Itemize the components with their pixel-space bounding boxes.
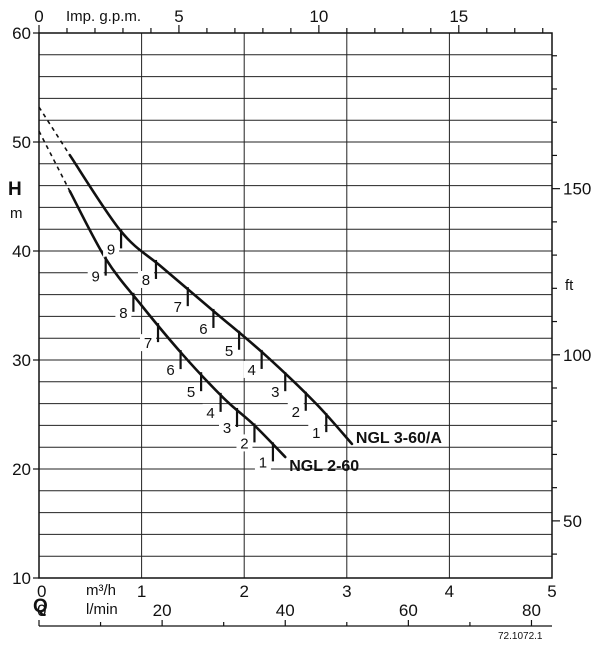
series-name-label: NGL 2-60 [289,458,359,475]
y-tick-label-m: 50 [12,133,31,152]
curve-line [68,189,287,459]
x-tick-label-m3h: 4 [445,582,454,601]
x-axis-unit-top: Imp. g.p.m. [66,8,141,25]
stage-label-backing [137,270,154,288]
stage-label-backing [308,424,325,442]
stage-label-backing [162,361,179,379]
stage-number-label: 4 [247,362,255,379]
y-axis-unit-left: m [10,205,23,222]
x-tick-label-impgpm: 15 [449,7,468,26]
x-axis-unit-bottom: l/min [86,601,118,618]
x-tick-label-impgpm: 5 [174,7,183,26]
stage-label-backing [202,403,219,421]
x-tick-label-lmin: 20 [153,601,172,620]
stage-number-label: 1 [312,425,320,442]
curve-dashed-extension [38,106,71,156]
stage-number-label: 9 [107,241,115,258]
x-tick-label-m3h: 5 [547,582,556,601]
axis-labels: H m ft Imp. g.p.m. Q m³/h l/min 72.1072.… [8,8,574,642]
x-tick-label-m3h: 2 [239,582,248,601]
stage-label-backing [287,402,304,420]
stage-number-label: 7 [144,335,152,352]
x-tick-label-impgpm: 10 [309,7,328,26]
stage-number-label: 8 [142,272,150,289]
stage-label-backing [169,298,186,316]
curve-dashed-extension [38,130,71,192]
x-tick-label-lmin: 60 [399,601,418,620]
plot-grid [38,32,553,579]
stage-number-label: 3 [223,420,231,437]
y-tick-label-m: 40 [12,242,31,261]
stage-number-label: 6 [199,321,207,338]
reference-code: 72.1072.1 [498,631,543,642]
y-tick-label-ft: 50 [563,512,582,531]
stage-label-backing [236,434,253,452]
stage-label-backing [219,418,236,436]
stage-number-label: 3 [271,384,279,401]
stage-label-backing [243,360,260,378]
pump-curves: NGL 3-60/A NGL 2-60 [38,106,442,475]
stage-label-backing [140,334,157,352]
x-axis-letter: Q [33,596,48,617]
y-tick-label-ft: 100 [563,346,591,365]
stage-number-label: 4 [206,405,214,422]
y-axis-letter: H [8,179,22,200]
stage-number-label: 5 [187,384,195,401]
curve-line [68,153,354,446]
y-axis-unit-right: ft [565,277,574,294]
stage-label-backing [103,240,120,258]
x-tick-label-m3h: 0 [37,582,46,601]
y-tick-label-ft: 150 [563,180,591,199]
stage-label-backing [267,383,284,401]
stage-label-backing [254,453,271,471]
stage-label-backing [195,319,212,337]
stage-number-label: 1 [259,454,267,471]
stage-number-label: 9 [92,269,100,286]
stage-number-label: 2 [292,404,300,421]
y-tick-label-m: 20 [12,460,31,479]
x-tick-label-lmin: 0 [37,601,46,620]
y-tick-label-m: 10 [12,569,31,588]
y-tick-label-m: 60 [12,24,31,43]
stage-number-label: 8 [119,305,127,322]
x-tick-label-lmin: 40 [276,601,295,620]
stage-number-label: 7 [174,299,182,316]
stage-label-backing [115,303,132,321]
stage-label-backing [221,341,238,359]
stage-label-backing [87,267,104,285]
x-tick-label-lmin: 80 [522,601,541,620]
stage-number-label: 6 [166,362,174,379]
stage-number-label: 2 [240,435,248,452]
y-tick-label-m: 30 [12,351,31,370]
x-tick-label-m3h: 3 [342,582,351,601]
x-tick-label-m3h: 1 [137,582,146,601]
stage-label-backing [183,383,200,401]
x-axis-unit-main: m³/h [86,582,116,599]
series-name-label: NGL 3-60/A [356,430,442,447]
stage-number-label: 5 [225,343,233,360]
plot-frame [38,32,553,579]
x-tick-label-impgpm: 0 [34,7,43,26]
